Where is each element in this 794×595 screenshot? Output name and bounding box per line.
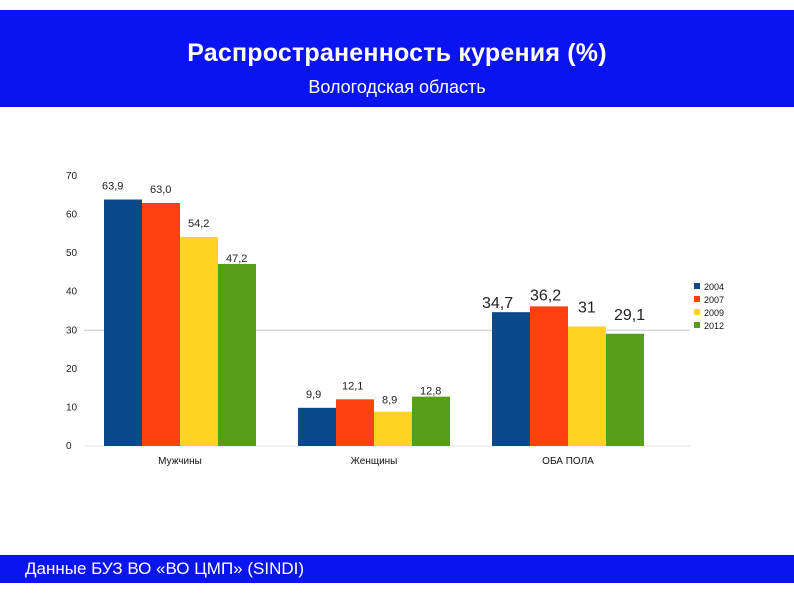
bar xyxy=(298,407,336,446)
category-label: Женщины xyxy=(351,456,398,467)
bar-value-label: 63,9 xyxy=(102,181,123,193)
title-banner xyxy=(0,10,794,107)
bar-value-label: 8,9 xyxy=(382,395,397,407)
legend-swatch xyxy=(694,322,700,328)
value-labels: 63,9 63,0 54,2 47,2 9,9 12,1 8,9 12,8 34,7 36,2 31… xyxy=(102,181,645,407)
y-tick-label: 50 xyxy=(66,248,78,259)
page-title: Распространенность курения (%) xyxy=(187,39,607,67)
y-tick-label: 60 xyxy=(66,210,78,221)
bar xyxy=(492,312,530,446)
bar-value-label: 47,2 xyxy=(226,253,247,265)
y-tick-label: 20 xyxy=(66,364,78,375)
bar-value-label: 63,0 xyxy=(150,184,171,196)
footer-banner xyxy=(0,555,794,583)
bar-value-label: 9,9 xyxy=(306,389,321,401)
bar xyxy=(336,399,374,446)
bar-value-label: 12,8 xyxy=(420,386,441,398)
bar xyxy=(218,263,256,446)
bar-value-label: 34,7 xyxy=(482,295,513,312)
y-tick-label: 0 xyxy=(66,441,72,452)
legend-label: 2004 xyxy=(704,282,724,292)
bar-value-label: 12,1 xyxy=(342,380,363,392)
footer-source-text: Данные БУЗ ВО «ВО ЦМП» (SINDI) xyxy=(25,559,305,578)
category-label: ОБА ПОЛА xyxy=(542,456,594,467)
bar-value-label: 36,2 xyxy=(530,287,561,304)
legend-label: 2012 xyxy=(704,321,724,331)
legend-swatch xyxy=(694,283,700,289)
bar xyxy=(606,333,644,446)
y-tick-label: 30 xyxy=(66,325,78,336)
bar xyxy=(568,326,606,446)
legend-label: 2007 xyxy=(704,295,724,305)
y-tick-label: 40 xyxy=(66,287,78,298)
chart-bars xyxy=(104,199,644,446)
page-subtitle: Вологодская область xyxy=(308,77,486,97)
chart-legend: 2004 2007 2009 2012 xyxy=(694,282,724,331)
legend-label: 2009 xyxy=(704,308,724,318)
legend-swatch xyxy=(694,309,700,315)
y-tick-label: 70 xyxy=(66,171,78,182)
y-axis-ticks: 0 10 20 30 40 50 60 70 xyxy=(66,171,78,452)
bar xyxy=(142,203,180,446)
bar xyxy=(374,411,412,446)
bar-value-label: 31 xyxy=(578,299,596,316)
bar-value-label: 29,1 xyxy=(614,307,645,324)
bar-value-label: 54,2 xyxy=(188,218,209,230)
bar xyxy=(412,396,450,446)
legend-swatch xyxy=(694,296,700,302)
bar xyxy=(530,306,568,446)
y-tick-label: 10 xyxy=(66,402,78,413)
category-labels: Мужчины Женщины ОБА ПОЛА xyxy=(158,456,594,467)
category-label: Мужчины xyxy=(158,456,202,467)
bar xyxy=(104,199,142,446)
bar xyxy=(180,236,218,446)
